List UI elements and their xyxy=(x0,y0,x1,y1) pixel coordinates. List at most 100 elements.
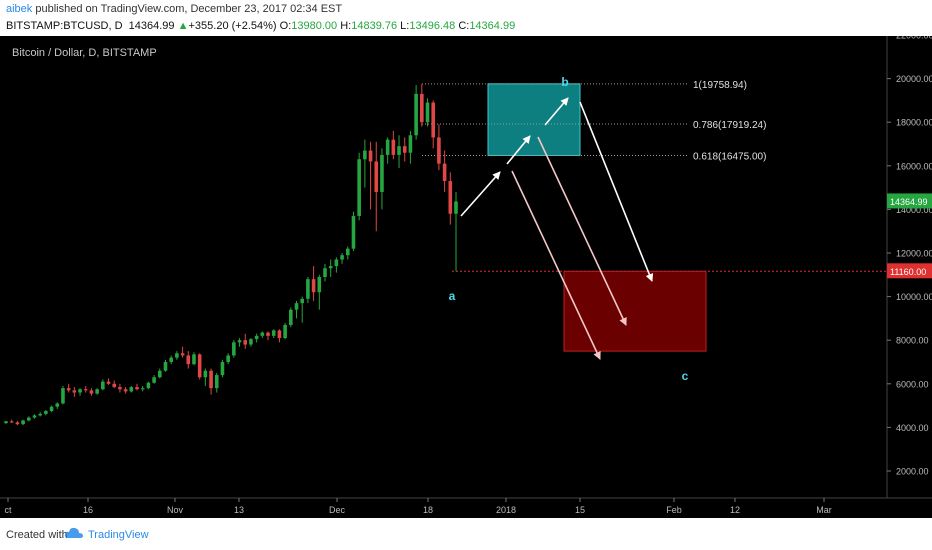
candle-body xyxy=(414,93,418,136)
candle-body xyxy=(135,387,139,390)
chart-area[interactable]: 1(19758.94) 0.786(17919.24) 0.618(16475.00… xyxy=(0,31,932,518)
candle-body xyxy=(180,353,185,356)
candle-body xyxy=(368,150,373,162)
candle-body xyxy=(300,298,305,304)
fib-level-label: 0.786(17919.24) xyxy=(693,120,766,131)
y-tick-label: 8000.00 xyxy=(896,336,929,346)
projection-arrow xyxy=(460,171,501,217)
candle-body xyxy=(408,135,413,153)
candle-body xyxy=(442,163,447,182)
candle-body xyxy=(271,330,276,336)
candle-body xyxy=(44,411,48,414)
candle-body xyxy=(357,159,361,216)
projection-arrow xyxy=(579,101,654,282)
symbol-info: BITSTAMP:BTCUSD, D 14364.99 ▲+355.20 (+2… xyxy=(6,20,515,32)
price-axis: 22000.00 20000.00 18000.00 16000.00 14000.00… xyxy=(887,31,932,477)
wave-label: a xyxy=(449,289,456,303)
x-tick-label: 13 xyxy=(234,505,244,515)
candle-body xyxy=(26,417,31,421)
candle-body xyxy=(237,340,242,343)
candle-body xyxy=(106,381,111,384)
candle-body xyxy=(32,415,37,418)
candle-body xyxy=(78,389,82,393)
candle-body xyxy=(4,421,8,424)
created-with-text: Created with xyxy=(6,529,68,541)
change-arrow: ▲ xyxy=(177,20,189,32)
fib-level-label: 1(19758.94) xyxy=(693,80,747,91)
last-price: 14364.99 xyxy=(128,20,175,32)
price-change: +355.20 (+2.54%) xyxy=(188,20,277,32)
x-tick-label: 18 xyxy=(423,505,433,515)
y-tick-label: 10000.00 xyxy=(896,292,932,302)
y-tick-label: 16000.00 xyxy=(896,161,932,171)
tradingview-cloud-icon xyxy=(64,527,83,538)
projection-arrows xyxy=(460,97,654,360)
y-tick-label: 20000.00 xyxy=(896,74,932,84)
candle-body xyxy=(345,248,350,256)
candle-body xyxy=(169,357,173,362)
y-tick-label: 22000.00 xyxy=(896,36,932,41)
candle-body xyxy=(266,332,270,336)
candle-body xyxy=(437,137,441,164)
projection-arrow xyxy=(544,97,569,126)
chart-background xyxy=(0,36,932,518)
x-tick-label: 15 xyxy=(575,505,585,515)
candle-body xyxy=(397,146,401,155)
candle-body xyxy=(203,370,208,378)
candle-body xyxy=(152,377,156,383)
candle-body xyxy=(454,201,458,214)
candle-body xyxy=(146,382,151,389)
candle-body xyxy=(163,362,168,371)
time-axis-panel[interactable] xyxy=(0,498,932,518)
candle-body xyxy=(186,355,191,365)
x-tick-label: ct xyxy=(4,505,12,515)
footer: Created with TradingView xyxy=(0,518,932,550)
candle-body xyxy=(277,330,282,339)
candle-body xyxy=(323,268,327,277)
publish-info: aibek published on TradingView.com, Dece… xyxy=(6,3,342,15)
candle-body xyxy=(402,146,407,153)
header-bar: aibek published on TradingView.com, Dece… xyxy=(0,0,932,36)
last-price-tag xyxy=(887,193,932,209)
low-value: 13496.48 xyxy=(409,20,456,32)
low-label: L: xyxy=(400,20,410,32)
high-value: 14839.76 xyxy=(351,20,398,32)
candle-body xyxy=(9,421,14,423)
tradingview-link[interactable]: TradingView xyxy=(88,529,149,541)
projection-arrow xyxy=(506,135,531,165)
candle-body xyxy=(15,422,20,425)
candle-body xyxy=(101,381,105,390)
candle-body xyxy=(157,370,162,378)
candle-body xyxy=(220,362,225,376)
candle-body xyxy=(61,388,65,404)
candle-body xyxy=(197,354,202,378)
x-tick-label: 16 xyxy=(83,505,93,515)
y-tick-label: 12000.00 xyxy=(896,249,932,259)
candle-body xyxy=(289,309,293,325)
publish-text: published on TradingView.com, December 2… xyxy=(32,3,343,15)
candle-body xyxy=(175,353,179,358)
candle-body xyxy=(83,389,88,391)
candle-body xyxy=(49,406,54,412)
support-price-tag-label: 11160.00 xyxy=(890,267,926,277)
close-value: 14364.99 xyxy=(469,20,516,32)
candle-body xyxy=(431,102,436,138)
candle-body xyxy=(425,102,430,123)
projection-arrow xyxy=(537,136,627,326)
candle-body xyxy=(192,354,196,365)
author-link[interactable]: aibek xyxy=(6,3,33,15)
candle-body xyxy=(334,259,339,267)
candle-body xyxy=(226,355,230,362)
candle-body xyxy=(123,389,128,392)
close-label: C: xyxy=(458,20,470,32)
high-label: H: xyxy=(340,20,352,32)
time-axis: ct 16 Nov 13 Dec 18 2018 15 Feb 12 Mar xyxy=(4,498,832,515)
candle-body xyxy=(21,420,25,425)
candle-body xyxy=(283,324,287,339)
price-chart[interactable]: 1(19758.94) 0.786(17919.24) 0.618(16475.00… xyxy=(0,31,932,518)
candle-body xyxy=(140,388,145,390)
chart-labels: a b c xyxy=(449,75,689,383)
candle-body xyxy=(112,383,117,388)
y-tick-label: 4000.00 xyxy=(896,423,929,433)
wave-label: b xyxy=(561,75,568,89)
